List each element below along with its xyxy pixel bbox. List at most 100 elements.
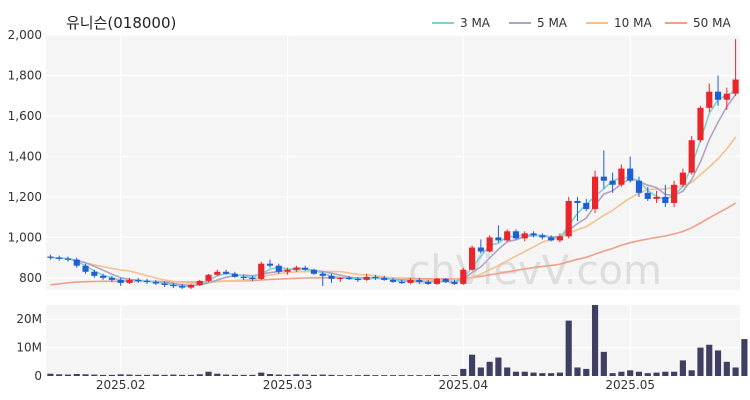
candle (389, 277, 397, 283)
volume-bar (732, 367, 739, 376)
candle (416, 277, 423, 284)
candle-body (205, 274, 212, 281)
volume-bar (302, 374, 309, 376)
legend-label: 10 MA (614, 16, 652, 30)
candle (539, 233, 546, 240)
volume-bar (425, 375, 432, 376)
candle-body (117, 279, 124, 283)
candle (91, 269, 98, 278)
candle (662, 184, 669, 208)
candle (231, 271, 238, 278)
candle-body (363, 276, 370, 280)
candle-body (662, 196, 669, 203)
candle-body (337, 277, 344, 280)
candle (328, 273, 335, 283)
volume-bar (486, 361, 493, 376)
volume-bar (618, 371, 625, 376)
candle (618, 164, 625, 187)
volume-bar (398, 375, 405, 376)
candle-body (723, 93, 730, 100)
volume-bar (275, 374, 282, 376)
volume-bar (548, 373, 555, 376)
candle (627, 156, 634, 183)
x-tick-label: 2025.02 (96, 378, 146, 392)
volume-bar (530, 372, 537, 376)
candle-body (442, 278, 449, 282)
candle-body (214, 271, 221, 275)
candle-body (477, 247, 484, 252)
candle-body (381, 277, 388, 280)
candle (486, 235, 493, 253)
candle-body (671, 184, 678, 203)
volume-bar (460, 368, 467, 376)
volume-bar (100, 374, 107, 376)
candle (530, 231, 537, 238)
volume-bar (231, 374, 238, 376)
candle (574, 196, 581, 222)
candle (679, 168, 686, 187)
candle-body (653, 196, 660, 199)
volume-bar (108, 374, 115, 376)
volume-bar (310, 374, 318, 376)
volume-bar (47, 373, 54, 376)
candle (170, 282, 177, 288)
candle-body (258, 263, 265, 279)
volume-bar (223, 374, 230, 376)
volume-bar (442, 375, 449, 376)
legend-label: 3 MA (460, 16, 491, 30)
watermark: chVievV.com (408, 248, 662, 294)
volume-bar (504, 367, 511, 376)
volume-bar (574, 367, 581, 376)
candle (433, 277, 440, 285)
candle-body (635, 180, 643, 193)
candle-body (732, 79, 739, 94)
volume-bar (495, 357, 502, 376)
candle-body (354, 278, 361, 281)
volume-bar (556, 372, 563, 376)
candle (64, 256, 72, 262)
price-tick-label: 1,800 (8, 68, 42, 82)
candle-body (152, 281, 159, 284)
candle-body (468, 247, 476, 270)
volume-bar (609, 373, 616, 376)
candle (319, 271, 326, 286)
volume-bar (91, 374, 98, 376)
candle-body (688, 140, 695, 173)
candle-body (425, 281, 432, 284)
candle (363, 273, 370, 281)
volume-bar (539, 373, 546, 376)
chart-title: 유니슨(018000) (66, 14, 177, 32)
candle-body (310, 269, 318, 274)
candle-body (407, 279, 414, 283)
volume-bar (644, 373, 651, 376)
candle (249, 275, 256, 281)
volume-bar (477, 367, 484, 376)
price-panel (46, 35, 740, 290)
candle (179, 283, 186, 289)
volume-bar (126, 374, 133, 376)
volume-bar (293, 374, 300, 376)
candle-body (486, 237, 493, 252)
candle (442, 277, 449, 283)
volume-bar (187, 374, 195, 376)
candle-body (223, 271, 230, 274)
candle (47, 254, 54, 260)
candle (583, 198, 590, 212)
price-tick-label: 1,600 (8, 109, 42, 123)
volume-bar (205, 371, 212, 376)
candle (266, 259, 274, 268)
candle-body (389, 279, 397, 282)
candle-body (100, 275, 107, 278)
legend-label: 50 MA (693, 16, 731, 30)
candle (381, 275, 388, 281)
candle (161, 281, 168, 287)
volume-bar (389, 375, 397, 376)
candle-body (187, 284, 195, 288)
volume-bar (337, 375, 344, 376)
candle (310, 268, 318, 275)
volume-bar (152, 374, 159, 376)
candle (671, 180, 678, 208)
candle (293, 265, 300, 272)
candle-body (47, 256, 54, 258)
